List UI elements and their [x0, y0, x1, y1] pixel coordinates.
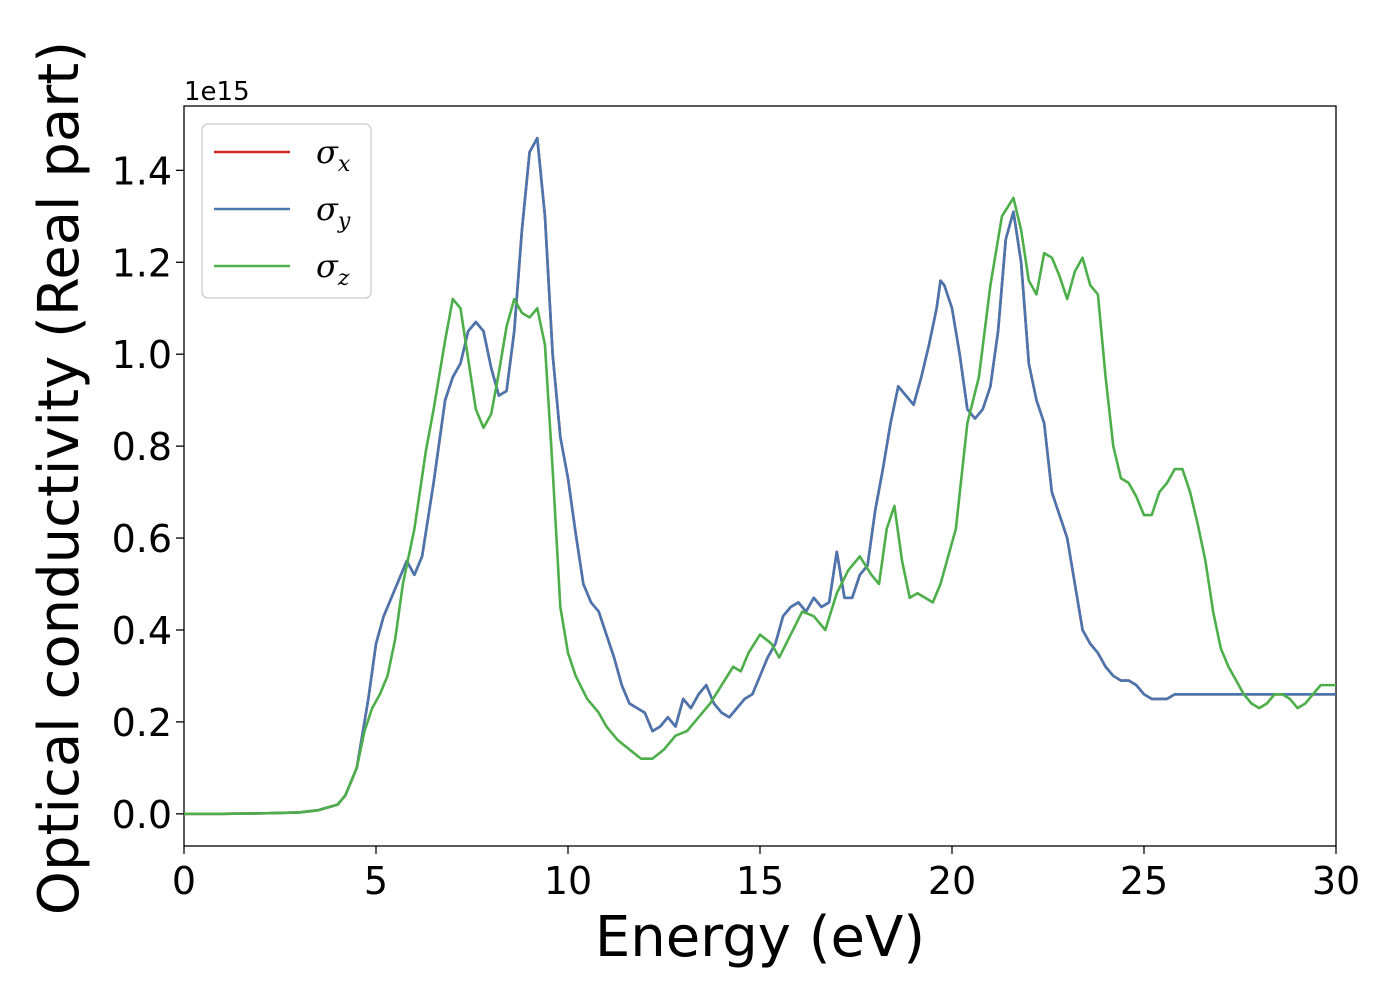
y-tick-label: 1.0	[112, 333, 172, 377]
series-line-z	[184, 196, 1336, 816]
y-axis-label: Optical conductivity (Real part)	[27, 41, 92, 915]
y-tick-label: 0.8	[112, 425, 172, 469]
x-tick-label: 10	[544, 859, 592, 903]
series-line-y	[184, 136, 1336, 816]
y-tick-label: 0.6	[112, 517, 172, 561]
y-axis-offset-label: 1e15	[184, 77, 250, 107]
y-tick-label: 0.0	[112, 793, 172, 837]
x-tick-label: 15	[736, 859, 784, 903]
y-tick-label: 1.2	[112, 241, 172, 285]
series-layer	[184, 136, 1336, 816]
x-tick-label: 20	[928, 859, 976, 903]
legend-box	[201, 123, 372, 299]
y-tick-label: 1.4	[112, 149, 172, 193]
x-tick-label: 25	[1120, 859, 1168, 903]
x-tick-label: 0	[172, 859, 196, 903]
x-axis: 0 5 10 15 20 25 30	[172, 846, 1360, 903]
legend-entry-x: σx	[214, 133, 351, 177]
y-tick-label: 0.4	[112, 609, 172, 653]
y-tick-label: 0.2	[112, 701, 172, 745]
y-axis: 0.0 0.2 0.4 0.6 0.8 1.0 1.2 1.4	[112, 149, 184, 837]
x-tick-label: 30	[1312, 859, 1360, 903]
x-tick-label: 5	[364, 859, 388, 903]
x-axis-label: Energy (eV)	[595, 905, 925, 970]
